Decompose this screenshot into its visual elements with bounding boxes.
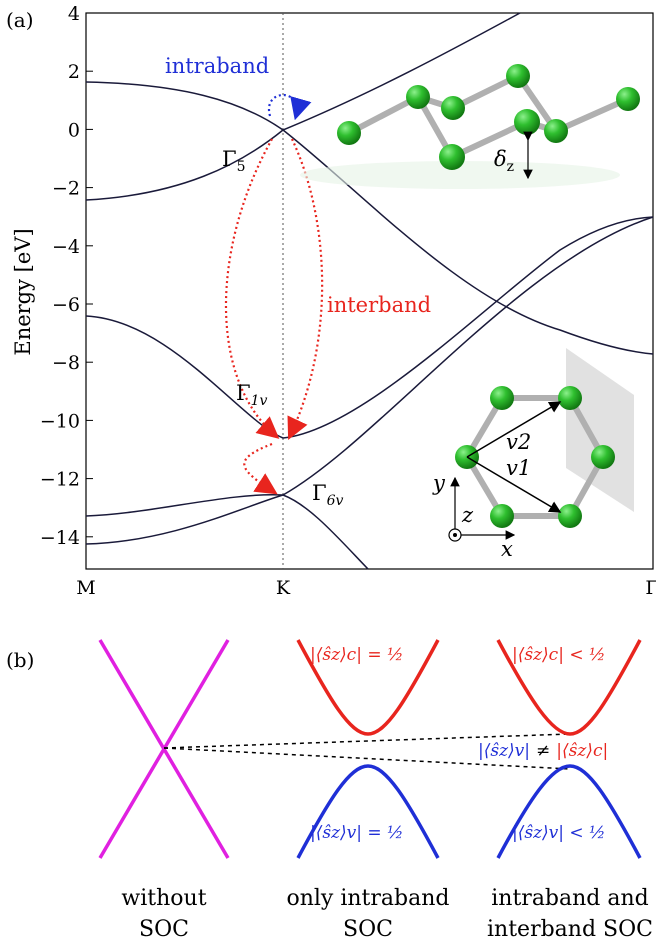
atom (558, 386, 582, 410)
interband-label: interband (327, 293, 431, 317)
conduction-band (496, 639, 642, 736)
panel-b-label: (b) (6, 648, 34, 672)
interband-arrow-low (243, 442, 278, 495)
v1-label: v1 (506, 456, 531, 480)
gap-connectors (163, 733, 571, 770)
eq-neq-c: |⟨ŝz⟩c| (556, 741, 608, 761)
ytick-label: 0 (68, 119, 80, 141)
interband-arrow-down (224, 138, 280, 439)
v2-vector (466, 401, 562, 458)
panel-a-label: (a) (6, 8, 34, 32)
eq-v-half: |⟨ŝz⟩v| = ½ (310, 823, 404, 843)
caption-interband-2: interband SOC (487, 917, 653, 942)
eq-neq: |⟨ŝz⟩v| ≠ |⟨ŝz⟩c| (478, 741, 608, 761)
y-axis: 4 2 0 −2 −4 −6 −8 −10 −12 −14 (40, 3, 93, 549)
caption-without-soc-2: SOC (139, 917, 189, 942)
xtick-M: M (76, 577, 95, 599)
band-lower-dirac (85, 129, 654, 355)
dirac-cone (98, 639, 230, 859)
valence-band (296, 764, 440, 859)
atom (506, 64, 530, 88)
eq-neq-v: |⟨ŝz⟩v| (478, 741, 530, 761)
atom (490, 504, 514, 528)
delta-z-label: δz (494, 147, 514, 175)
buckled-lattice-inset: δz (300, 64, 640, 189)
v2-label: v2 (506, 430, 531, 454)
eq-v-less: |⟨ŝz⟩v| < ½ (512, 823, 606, 843)
ytick-label: −14 (40, 527, 80, 549)
valence-band (496, 764, 642, 859)
ytick-label: 4 (68, 3, 80, 25)
axis-y-label: y (432, 471, 446, 495)
atom (406, 85, 430, 109)
v1-vector (466, 456, 562, 513)
gapped-bands-interband (496, 639, 642, 859)
plot-frame (85, 12, 654, 570)
hexagon-lattice-inset: v2 v1 y x z (432, 348, 634, 561)
intraband-transition: intraband (165, 54, 312, 121)
intraband-label: intraband (165, 54, 269, 78)
atom (544, 119, 568, 143)
interband-transitions (224, 138, 324, 495)
eq-neq-sym: ≠ (536, 741, 550, 761)
gamma6v-label: Γ6v (312, 481, 343, 509)
atom (558, 504, 582, 528)
ytick-label: −12 (40, 469, 80, 491)
ytick-label: −10 (40, 410, 80, 432)
gamma5-label: Γ5 (222, 147, 246, 175)
atom (439, 144, 465, 170)
eq-c-half: |⟨ŝz⟩c| = ½ (310, 645, 403, 665)
gamma1v-label: Γ1v (236, 381, 267, 409)
x-axis: M K Γ (76, 13, 656, 599)
ytick-label: −6 (52, 294, 80, 316)
caption-intraband-2: SOC (343, 917, 393, 942)
ytick-label: −4 (52, 236, 80, 258)
atom (591, 445, 615, 469)
axis-x-label: x (501, 537, 513, 561)
band-upper-low (85, 216, 654, 517)
y-axis-label: Energy [eV] (11, 228, 35, 355)
ytick-label: 2 (68, 61, 80, 83)
interband-arrow-up (287, 138, 324, 440)
axis-z-label: z (461, 503, 474, 527)
band-gamma6v (85, 494, 369, 570)
atom (616, 87, 640, 111)
xtick-Gamma: Γ (645, 577, 656, 599)
atom (514, 109, 540, 135)
gapped-bands-intraband (296, 639, 440, 859)
ytick-label: −8 (52, 352, 80, 374)
atom (441, 96, 465, 120)
ytick-label: −2 (52, 178, 80, 200)
atom (490, 386, 514, 410)
xtick-K: K (276, 577, 291, 599)
eq-c-less: |⟨ŝz⟩c| < ½ (512, 645, 605, 665)
band-structure (85, 12, 654, 570)
caption-without-soc-1: without (121, 886, 206, 911)
conduction-band (296, 639, 440, 736)
caption-interband-1: intraband and (491, 886, 649, 911)
atom (337, 121, 361, 145)
band-gamma1v (85, 216, 654, 439)
caption-intraband-1: only intraband (286, 886, 449, 911)
